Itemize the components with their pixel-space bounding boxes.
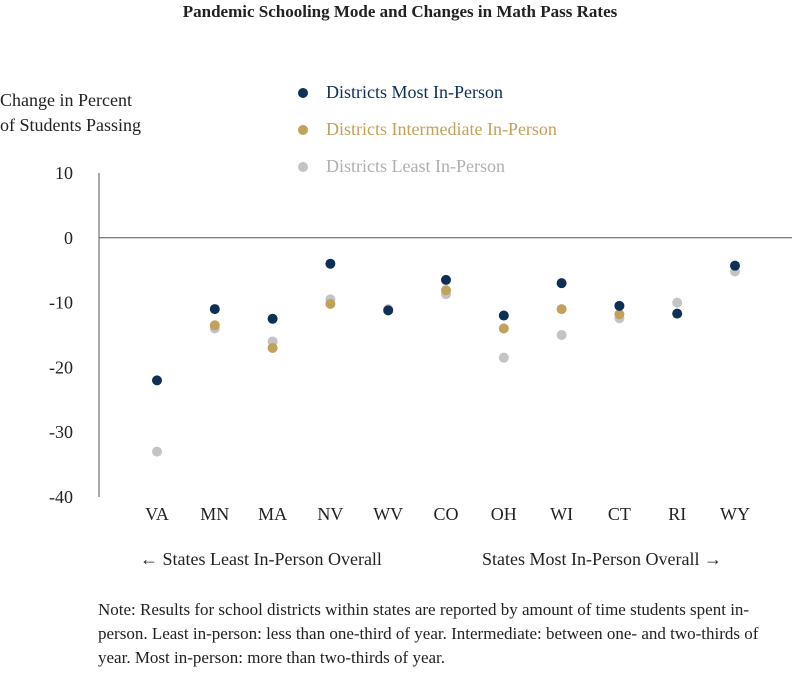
data-point-districts-most-in-person	[267, 313, 278, 324]
data-point-districts-least-in-person	[498, 352, 509, 363]
x-tick-label: MA	[258, 504, 287, 524]
y-tick-label: 10	[55, 163, 73, 183]
chart-title: Pandemic Schooling Mode and Changes in M…	[182, 2, 618, 21]
data-point-districts-most-in-person	[209, 304, 220, 315]
data-point-districts-most-in-person	[325, 258, 336, 269]
x-tick-label: CT	[608, 504, 631, 524]
x-tick-label: CO	[433, 504, 458, 524]
legend-item-intermediate: Districts Intermediate In-Person	[298, 111, 557, 148]
x-tick-label: MN	[200, 504, 229, 524]
annotation-least-overall: ← States Least In-Person Overall	[140, 549, 382, 569]
data-point-districts-most-in-person	[672, 308, 683, 319]
legend-dot-intermediate	[298, 124, 308, 135]
data-point-districts-intermediate-in-person	[325, 298, 336, 309]
legend-item-most: Districts Most In-Person	[298, 74, 557, 111]
data-point-districts-intermediate-in-person	[209, 320, 220, 331]
data-point-districts-intermediate-in-person	[498, 323, 509, 334]
legend-dot-least	[298, 161, 308, 172]
y-axis-label: Change in Percent of Students Passing	[0, 88, 141, 138]
y-axis-label-line-1: Change in Percent	[0, 90, 132, 110]
data-point-districts-most-in-person	[730, 260, 740, 271]
annotation-most-overall: States Most In-Person Overall →	[482, 549, 722, 569]
data-point-districts-most-in-person	[614, 300, 625, 311]
data-point-districts-intermediate-in-person	[614, 309, 625, 320]
x-tick-label: WV	[373, 504, 403, 524]
legend-label-most: Districts Most In-Person	[326, 82, 503, 102]
y-tick-label: -20	[49, 357, 73, 377]
x-tick-label: VA	[145, 504, 169, 524]
x-tick-label: OH	[491, 504, 517, 524]
legend-dot-most	[298, 87, 308, 98]
data-point-districts-most-in-person	[383, 305, 394, 316]
data-point-districts-most-in-person	[441, 274, 451, 285]
y-axis-label-line-2: of Students Passing	[0, 115, 142, 135]
data-point-districts-least-in-person	[152, 446, 162, 457]
data-point-districts-most-in-person	[556, 278, 567, 289]
data-point-districts-intermediate-in-person	[441, 285, 451, 296]
y-tick-label: 0	[64, 228, 73, 248]
legend-item-least: Districts Least In-Person	[298, 148, 557, 185]
data-point-districts-intermediate-in-person	[556, 304, 567, 315]
y-tick-label: -30	[49, 422, 73, 442]
data-point-districts-least-in-person	[672, 297, 683, 308]
data-point-districts-most-in-person	[498, 310, 509, 321]
chart-note: Note: Results for school districts withi…	[98, 600, 759, 667]
x-tick-label: WI	[550, 504, 573, 524]
x-tick-label: NV	[317, 504, 343, 524]
legend-label-intermediate: Districts Intermediate In-Person	[326, 119, 557, 139]
x-tick-label: WY	[720, 504, 750, 524]
data-point-districts-least-in-person	[556, 330, 567, 340]
data-point-districts-most-in-person	[152, 375, 162, 386]
y-tick-label: -10	[49, 293, 73, 313]
x-tick-label: RI	[668, 504, 686, 524]
data-point-districts-intermediate-in-person	[267, 342, 278, 353]
legend: Districts Most In-Person Districts Inter…	[298, 74, 557, 185]
legend-label-least: Districts Least In-Person	[326, 156, 505, 176]
y-tick-label: -40	[49, 487, 73, 507]
